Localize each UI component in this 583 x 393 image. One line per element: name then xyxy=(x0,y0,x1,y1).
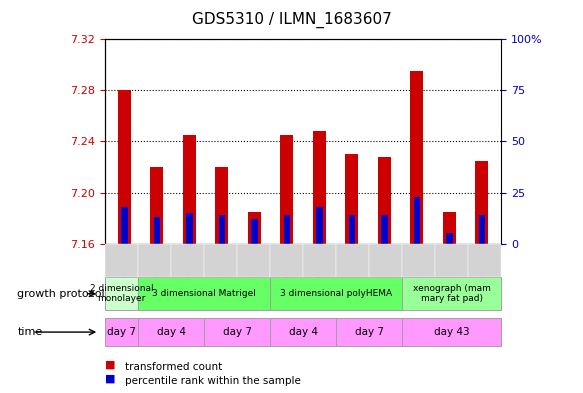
Bar xyxy=(479,215,485,244)
Bar xyxy=(121,207,128,244)
Bar xyxy=(183,135,196,244)
Bar xyxy=(150,167,163,244)
Text: xenograph (mam
mary fat pad): xenograph (mam mary fat pad) xyxy=(413,284,491,303)
Text: day 4: day 4 xyxy=(289,327,318,337)
Text: time: time xyxy=(17,327,43,337)
Bar xyxy=(410,71,423,244)
Text: 2 dimensional
monolayer: 2 dimensional monolayer xyxy=(90,284,153,303)
Bar xyxy=(443,212,456,244)
Bar xyxy=(349,215,355,244)
Bar xyxy=(313,131,326,244)
Text: ■: ■ xyxy=(105,373,115,383)
Bar xyxy=(186,213,192,244)
Bar xyxy=(345,154,359,244)
Bar xyxy=(446,233,452,244)
Bar xyxy=(414,196,420,244)
Text: day 7: day 7 xyxy=(223,327,252,337)
Bar xyxy=(248,212,261,244)
Text: growth protocol: growth protocol xyxy=(17,289,105,299)
Bar xyxy=(219,215,225,244)
Bar xyxy=(316,207,322,244)
Text: 3 dimensional Matrigel: 3 dimensional Matrigel xyxy=(152,289,256,298)
Bar xyxy=(475,161,489,244)
Text: ■: ■ xyxy=(105,360,115,369)
Bar xyxy=(118,90,131,244)
Text: 3 dimensional polyHEMA: 3 dimensional polyHEMA xyxy=(280,289,392,298)
Text: GDS5310 / ILMN_1683607: GDS5310 / ILMN_1683607 xyxy=(192,12,391,28)
Text: day 4: day 4 xyxy=(156,327,185,337)
Bar xyxy=(284,215,290,244)
Text: day 7: day 7 xyxy=(354,327,384,337)
Bar xyxy=(280,135,293,244)
Bar xyxy=(154,217,160,244)
Text: day 43: day 43 xyxy=(434,327,470,337)
Bar xyxy=(381,215,388,244)
Text: percentile rank within the sample: percentile rank within the sample xyxy=(125,376,301,386)
Text: transformed count: transformed count xyxy=(125,362,223,373)
Bar xyxy=(251,219,258,244)
Bar xyxy=(378,157,391,244)
Text: day 7: day 7 xyxy=(107,327,136,337)
Bar xyxy=(216,167,229,244)
